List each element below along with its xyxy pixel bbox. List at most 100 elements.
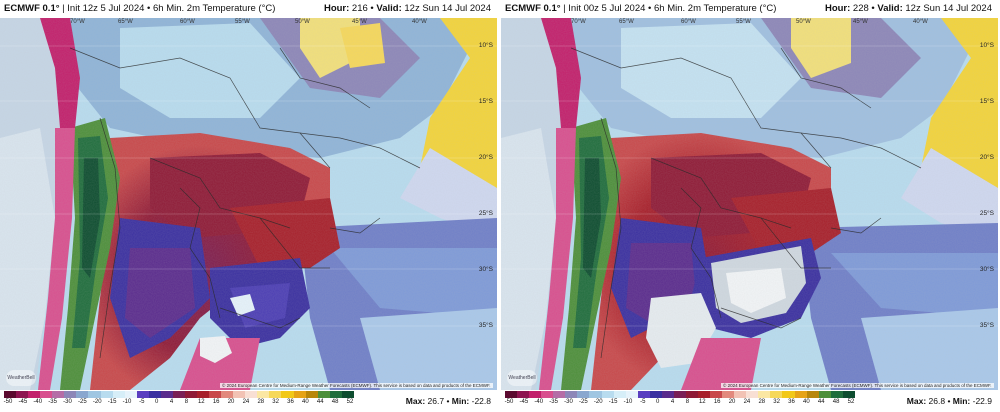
lat-label: 20°S <box>979 154 994 161</box>
colorbar-segment <box>577 391 590 398</box>
colorbar-segment <box>698 391 711 398</box>
colorbar-segment <box>758 391 771 398</box>
panel-header: ECMWF 0.1° | Init 00z 5 Jul 2024 • 6h Mi… <box>501 0 998 18</box>
lat-label: 25°S <box>979 210 994 217</box>
colorbar-tick-label: 44 <box>316 399 324 405</box>
colorbar-strip <box>4 391 354 398</box>
colorbar-tick-label: 28 <box>257 399 265 405</box>
colorbar-segment <box>88 391 101 398</box>
colorbar-tick-label: 0 <box>656 399 660 405</box>
colorbar-segment <box>649 391 662 398</box>
colorbar-segment <box>589 391 602 398</box>
colorbar-tick-label: 24 <box>242 399 250 405</box>
lon-label: 65°W <box>118 19 133 25</box>
colorbar-tick-label: -25 <box>579 399 588 405</box>
lon-label: 55°W <box>235 19 250 25</box>
colorbar-tick-label: -20 <box>593 399 603 405</box>
colorbar-tick-label: 20 <box>227 399 235 405</box>
colorbar-segment <box>124 391 137 398</box>
weatherbell-logo: WeatherBell <box>6 370 36 386</box>
weatherbell-logo: WeatherBell <box>507 370 537 386</box>
colorbar-segment <box>293 391 306 398</box>
min-value: -22.8 <box>471 396 491 406</box>
temperature-map[interactable]: 70°W 65°W 60°W 55°W 50°W 45°W 40°W 10°S … <box>501 18 998 390</box>
lon-label: 60°W <box>180 19 195 25</box>
colorbar-segment <box>209 391 222 398</box>
lat-label: 30°S <box>979 266 994 273</box>
colorbar-tick-label: 48 <box>832 399 840 405</box>
colorbar-segment <box>64 391 77 398</box>
panel-header: ECMWF 0.1° | Init 12z 5 Jul 2024 • 6h Mi… <box>0 0 497 18</box>
colorbar-segment <box>842 391 855 398</box>
colorbar-tick-label: -40 <box>33 399 43 405</box>
colorbar-segment <box>281 391 294 398</box>
colorbar-tick-label: -35 <box>48 399 57 405</box>
colorbar-tick-label: -5 <box>139 399 145 405</box>
copyright-credit: © 2024 European Centre for Medium-Range … <box>721 383 994 388</box>
lon-label: 45°W <box>853 19 868 25</box>
colorbar-segment <box>257 391 270 398</box>
colorbar-segment <box>341 391 354 398</box>
copyright-credit: © 2024 European Centre for Medium-Range … <box>220 383 493 388</box>
colorbar-tick-label: -25 <box>78 399 87 405</box>
colorbar-segment <box>830 391 843 398</box>
colorbar-segment <box>529 391 542 398</box>
colorbar-segment <box>305 391 318 398</box>
lon-label: 65°W <box>619 19 634 25</box>
colorbar-tick-label: 0 <box>155 399 159 405</box>
colorbar-segment <box>505 391 518 398</box>
colorbar-tick-label: -10 <box>122 399 132 405</box>
colorbar-tick-label: 32 <box>773 399 780 405</box>
colorbar-tick-label: 40 <box>803 399 810 405</box>
lon-label: 60°W <box>681 19 696 25</box>
colorbar-segment <box>16 391 29 398</box>
lat-label: 35°S <box>478 322 493 329</box>
colorbar-tick-label: -45 <box>18 399 28 405</box>
max-value: 26.7 <box>427 396 445 406</box>
colorbar-tick-label: -45 <box>519 399 529 405</box>
lat-label: 20°S <box>478 154 493 161</box>
model-name: ECMWF 0.1° <box>505 3 561 14</box>
lat-label: 35°S <box>979 322 994 329</box>
colorbar-tick-label: -30 <box>564 399 573 405</box>
colorbar-segment <box>112 391 125 398</box>
colorbar-tick-label: 12 <box>197 399 205 405</box>
colorbar-tick-label: -50 <box>3 399 13 405</box>
colorbar-segment <box>734 391 747 398</box>
lon-label: 50°W <box>295 19 310 25</box>
colorbar-tick-label: 8 <box>184 399 189 405</box>
colorbar-ticks: -50 -45 -40 -35 -30 -25 -20 -15 -10 -5 0 4 8 12 16 20 24… <box>4 399 354 409</box>
lat-label: 30°S <box>478 266 493 273</box>
lon-label: 70°W <box>571 19 586 25</box>
colorbar-segment <box>160 391 173 398</box>
colorbar-segment <box>4 391 17 398</box>
lon-label: 40°W <box>412 19 427 25</box>
colorbar-tick-label: 40 <box>302 399 309 405</box>
lat-label: 15°S <box>979 98 994 105</box>
temperature-map[interactable]: 70°W 65°W 60°W 55°W 50°W 45°W 40°W 10°S … <box>0 18 497 390</box>
colorbar-segment <box>233 391 246 398</box>
colorbar-segment <box>722 391 735 398</box>
colorbar-tick-label: 28 <box>758 399 766 405</box>
lon-label: 40°W <box>913 19 928 25</box>
colorbar-tick-label: 36 <box>287 399 294 405</box>
lon-label: 55°W <box>736 19 751 25</box>
colorbar-tick-label: 20 <box>728 399 736 405</box>
colorbar-segment <box>52 391 65 398</box>
field-name: 6h Min. 2m Temperature (°C) <box>654 3 777 14</box>
lat-label: 15°S <box>478 98 493 105</box>
colorbar-segment <box>329 391 342 398</box>
colorbar-tick-label: -40 <box>534 399 544 405</box>
colorbar-tick-label: -15 <box>608 399 618 405</box>
valid-time: 12z Sun 14 Jul 2024 <box>905 3 992 14</box>
colorbar-segment <box>770 391 783 398</box>
colorbar-segment <box>782 391 795 398</box>
colorbar-segment <box>794 391 807 398</box>
colorbar-strip <box>505 391 855 398</box>
colorbar-segment <box>197 391 210 398</box>
forecast-panel-right: ECMWF 0.1° | Init 00z 5 Jul 2024 • 6h Mi… <box>501 0 998 412</box>
colorbar-tick-label: 4 <box>670 399 675 405</box>
colorbar-tick-label: -30 <box>63 399 72 405</box>
colorbar-segment <box>565 391 578 398</box>
colorbar-tick-label: 24 <box>743 399 751 405</box>
